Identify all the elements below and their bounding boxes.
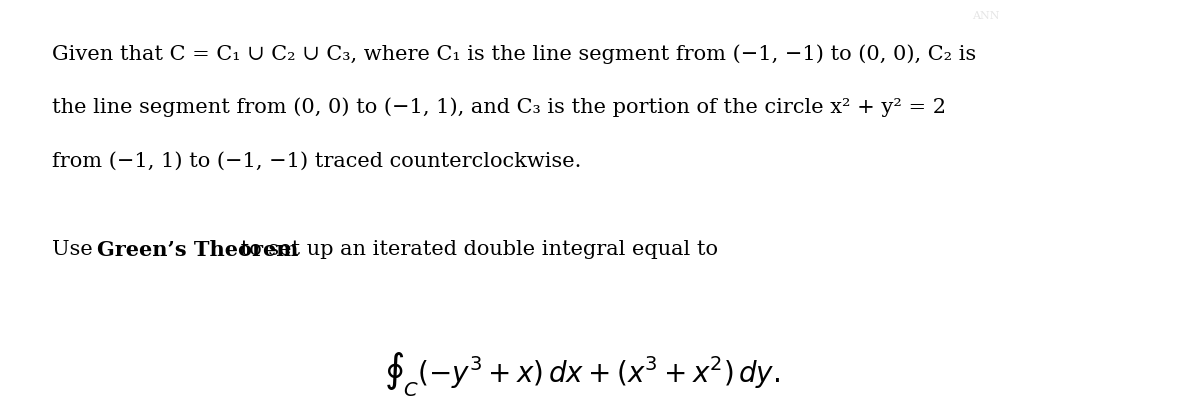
Text: $\oint_{C} (-y^3 + x)\,dx + (x^3 + x^2)\,dy.$: $\oint_{C} (-y^3 + x)\,dx + (x^3 + x^2)\… [384, 350, 780, 398]
Text: Given that C = C₁ ∪ C₂ ∪ C₃, where C₁ is the line segment from (−1, −1) to (0, 0: Given that C = C₁ ∪ C₂ ∪ C₃, where C₁ is… [53, 44, 977, 64]
Text: Green’s Theorem: Green’s Theorem [97, 239, 298, 259]
Text: ANN: ANN [972, 11, 1000, 21]
Text: to set up an iterated double integral equal to: to set up an iterated double integral eq… [234, 239, 718, 258]
Text: from (−1, 1) to (−1, −1) traced counterclockwise.: from (−1, 1) to (−1, −1) traced counterc… [53, 151, 582, 170]
Text: Use: Use [53, 239, 100, 258]
Text: the line segment from (0, 0) to (−1, 1), and C₃ is the portion of the circle x² : the line segment from (0, 0) to (−1, 1),… [53, 97, 947, 117]
